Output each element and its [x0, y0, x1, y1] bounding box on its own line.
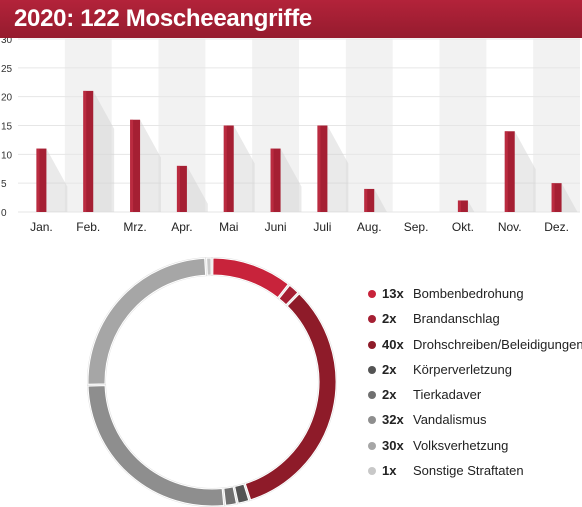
donut-slice-4	[234, 483, 250, 504]
legend-label: Bombenbedrohung	[413, 286, 524, 301]
bar-highlight	[223, 125, 227, 212]
bar-highlight	[504, 131, 508, 212]
bar-highlight	[551, 183, 555, 212]
donut-hole	[106, 276, 318, 488]
y-tick-label: 5	[1, 179, 7, 190]
legend-label: Tierkadaver	[413, 387, 482, 403]
bar-shadow	[514, 131, 536, 212]
legend-swatch	[368, 391, 376, 400]
legend-count: 32x	[382, 412, 404, 428]
x-tick-label: Dez.	[544, 220, 569, 234]
legend-label: Sonstige Straftaten	[413, 463, 524, 479]
x-tick-label: Juli	[313, 220, 331, 234]
bar-mrz	[130, 119, 141, 212]
bar-shadow	[93, 90, 115, 212]
bar-jan	[36, 148, 47, 212]
legend-label: Brandanschlag	[413, 311, 500, 327]
bar-shadow	[233, 125, 255, 212]
bar-shadow	[561, 183, 578, 212]
legend-label: Drohschreiben/Beleidigungen	[413, 336, 582, 352]
bar-nov	[504, 131, 515, 212]
donut-slice-6	[87, 385, 225, 507]
donut-slice-5	[223, 486, 237, 506]
y-tick-label: 10	[1, 150, 13, 161]
x-tick-label: Nov.	[498, 220, 522, 234]
bar-chart: 0 5 10 15 20 25 30 Jan. Feb. Mrz. Apr. Mai Juni Juli A…	[1, 38, 580, 234]
bar-apr	[176, 165, 187, 212]
legend-count: 1x	[382, 463, 397, 479]
legend-count: 13x	[382, 286, 404, 301]
y-tick-label: 15	[1, 122, 13, 133]
bar-feb	[83, 90, 94, 212]
x-tick-label: Jan.	[30, 220, 53, 234]
legend-swatch	[368, 315, 376, 324]
x-tick-label: Juni	[265, 220, 287, 234]
donut-slice-1	[212, 257, 289, 299]
y-tick-label: 0	[1, 208, 7, 219]
x-tick-label: Sep.	[404, 220, 429, 234]
x-tick-label: Feb.	[76, 220, 100, 234]
legend-count: 2x	[382, 387, 397, 403]
bar-highlight	[130, 119, 134, 212]
legend-count: 30x	[382, 437, 404, 453]
bar-highlight	[270, 148, 274, 212]
bar-juli	[317, 125, 328, 212]
x-tick-label: Okt.	[452, 220, 474, 234]
bar-shadow	[280, 148, 302, 212]
y-tick-label: 20	[1, 93, 13, 104]
bar-highlight	[176, 165, 180, 212]
legend-count: 40x	[382, 336, 404, 352]
bar-shadow	[327, 125, 349, 212]
legend-swatch	[368, 467, 376, 476]
bar-shadow	[140, 119, 161, 212]
legend-count: 2x	[382, 311, 397, 327]
x-tick-label: Apr.	[171, 220, 192, 234]
legend-swatch	[368, 340, 376, 349]
legend-swatch	[368, 441, 376, 450]
bar-aug	[364, 188, 375, 212]
bar-highlight	[364, 188, 368, 212]
legend-label: Körperverletzung	[413, 361, 512, 377]
y-tick-label: 25	[1, 64, 13, 75]
legend-swatch	[368, 416, 376, 425]
x-tick-label: Aug.	[357, 220, 382, 234]
title-bar: 2020: 122 Moscheeangriffe	[0, 0, 582, 38]
legend-label: Volksverhetzung	[413, 437, 509, 453]
y-tick-label: 30	[1, 38, 13, 46]
bar-dez	[551, 183, 562, 212]
bar-mai	[223, 125, 234, 212]
donut-chart	[87, 257, 337, 507]
legend-swatch	[368, 365, 376, 374]
donut-slice-8	[206, 257, 212, 276]
bar-highlight	[36, 148, 40, 212]
x-tick-label: Mrz.	[123, 220, 146, 234]
bar-highlight	[83, 90, 87, 212]
bar-shadow	[186, 165, 208, 212]
donut-slice-7	[87, 257, 207, 385]
legend-label: Vandalismus	[413, 412, 487, 428]
legend-swatch	[368, 290, 376, 298]
chart-title: 2020: 122 Moscheeangriffe	[14, 5, 312, 32]
donut-slice-3	[244, 293, 337, 501]
bar-shadow	[374, 188, 387, 212]
legend-count: 2x	[382, 361, 397, 377]
donut-slice-2	[278, 284, 299, 306]
bar-highlight	[457, 200, 461, 212]
bar-shadow	[467, 200, 475, 212]
bar-juni	[270, 148, 281, 212]
bar-shadow	[46, 148, 68, 212]
bar-highlight	[317, 125, 321, 212]
bar-okt	[457, 200, 468, 212]
x-tick-label: Mai	[219, 220, 238, 234]
